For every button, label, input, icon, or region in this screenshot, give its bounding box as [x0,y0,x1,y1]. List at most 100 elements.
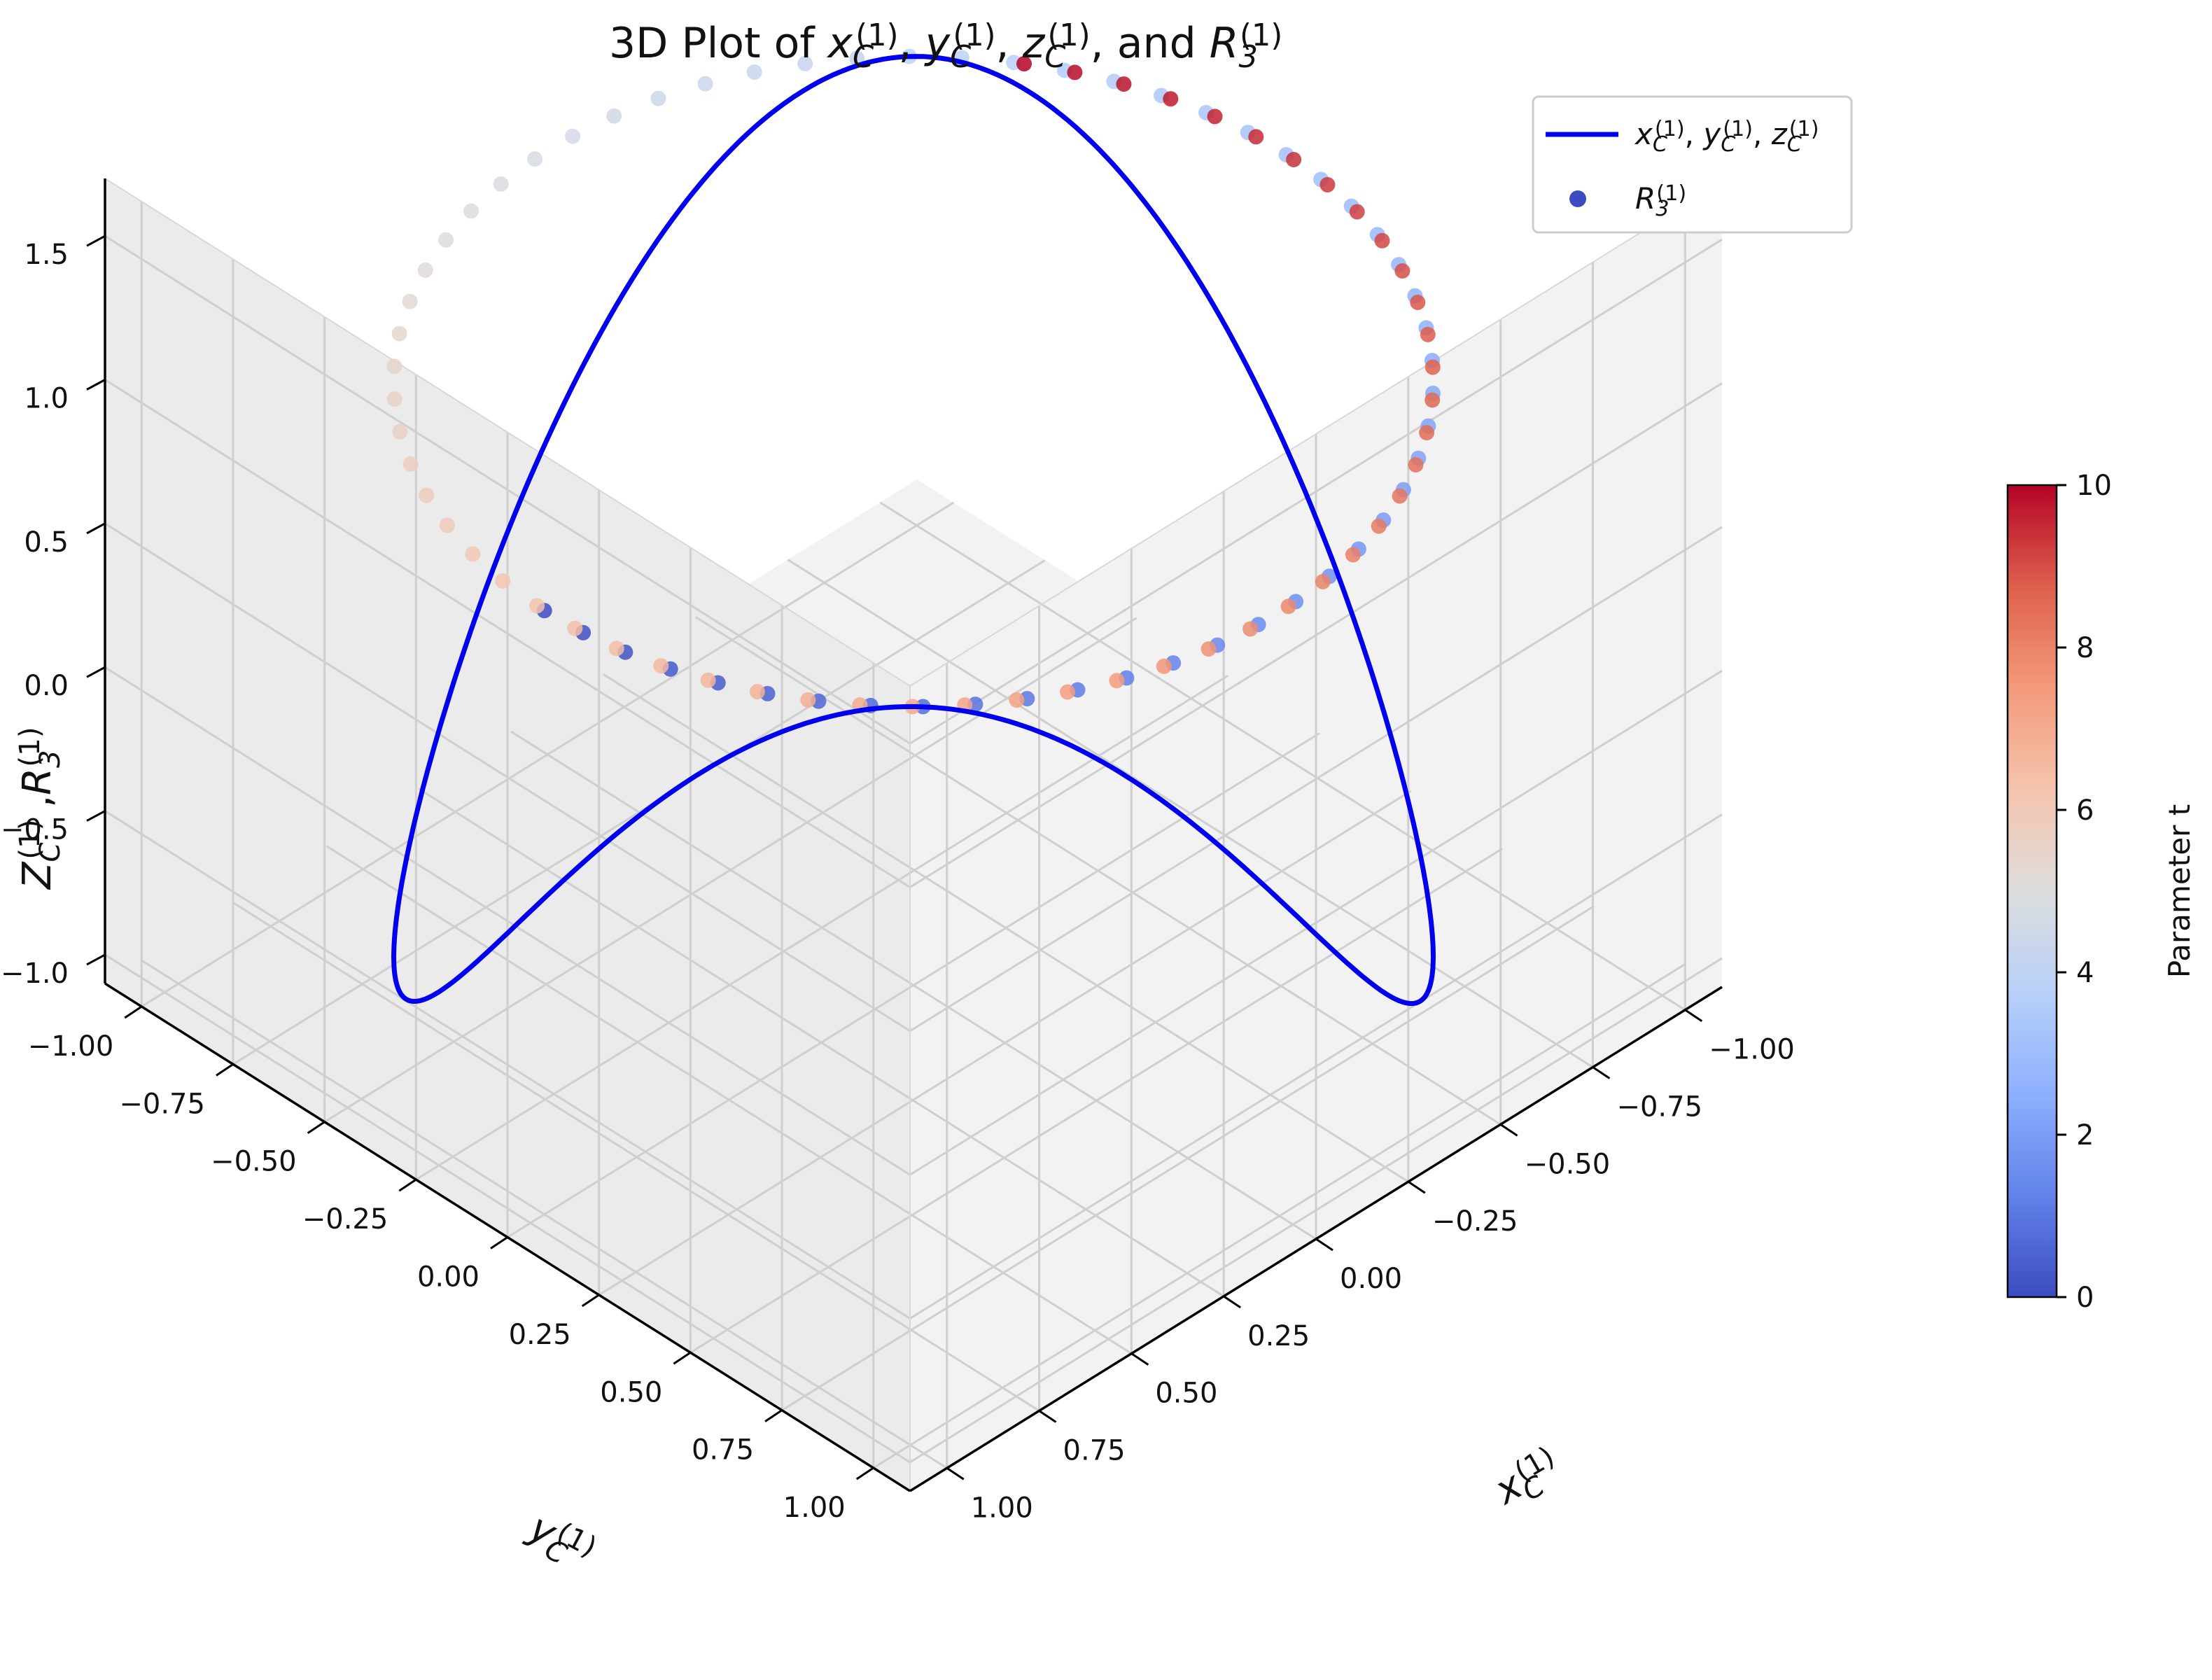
y-tick-label-2: −0.50 [211,1146,297,1178]
r3-point [419,487,435,503]
r3-point [1424,359,1441,375]
r3-point [1410,294,1426,310]
r3-point [402,456,419,472]
y-tick-mark-1 [216,1063,234,1077]
z-tick-label-3: 0.5 [24,526,69,559]
r3-point [438,232,454,248]
r3-point [1374,232,1390,248]
r3-point [1424,392,1441,408]
data-marks [386,48,1441,1007]
chart-title-group: 3D Plot of xC(1), yC(1), zC(1), and R3(1… [609,18,1282,75]
grid-wall-left-z-1 [104,810,911,1320]
grid-floor-y-5 [598,790,1412,1296]
z-tick-label-5: 1.5 [24,239,69,271]
pane-edge-0 [104,178,911,687]
r3-point [529,598,545,614]
z-tick-label-0: −1.0 [1,958,69,990]
z-label-r-sub: 3 [34,750,66,768]
r3-point [1163,91,1179,107]
z-tick-label-2: 0.0 [24,670,69,702]
x-tick-label-8: 1.00 [971,1492,1033,1524]
r3-point [1200,641,1217,657]
x-tick-label-7: 0.75 [1063,1434,1126,1466]
title-z-sub: C [1044,40,1065,75]
axis-panes [105,178,1722,1491]
r3-point [749,684,765,700]
colorbar-label: Parameter t [2162,804,2197,978]
r3-point [1349,204,1365,220]
title-x-sup: (1) [855,18,898,53]
legend-x-sup: (1) [1655,117,1685,141]
r3-point [700,672,716,688]
r3-point [1286,152,1302,167]
r3-point [797,55,813,71]
r3-point [527,151,543,167]
colorbar: 0 2 4 6 8 10 Parameter t [2006,470,2197,1314]
legend-sep-1: , [1685,117,1704,151]
x-tick-mark-4 [1315,1238,1334,1252]
z-tick-mark-2 [86,666,106,678]
r3-point [565,128,581,144]
title-r-sup: (1) [1240,18,1282,53]
y-tick-mark-3 [398,1178,417,1192]
x-tick-mark-7 [1038,1410,1057,1423]
x-tick-label-3: −0.25 [1432,1205,1518,1238]
y-tick-label-8: 1.00 [783,1492,846,1524]
z-label-r-main: R [15,768,60,795]
z-label-z-sub: C [34,842,66,862]
r3-point [1394,263,1410,279]
legend-label-0: xC(1), yC(1), zC(1) [1634,117,1819,157]
title-r-sub: 3 [1238,40,1257,75]
y-tick-label-3: −0.25 [302,1203,388,1236]
legend-y-main: y [1702,117,1721,151]
y-tick-mark-6 [673,1352,692,1365]
colorbar-tick-label-4: 8 [2076,632,2094,664]
r3-point [463,203,479,219]
legend-z-sup: (1) [1789,117,1819,141]
r3-point [1392,488,1408,504]
r3-point [1419,425,1435,441]
x-tick-label-1: −0.75 [1616,1091,1702,1124]
r3-point [386,391,402,407]
title-sep-2: , [996,19,1023,68]
legend-sep-2: , [1753,117,1772,151]
grid-floor-y-3 [415,674,1229,1181]
legend-x-main: x [1634,117,1653,151]
r3-point [1207,108,1223,125]
r3-point [495,573,511,589]
grid-floor-y-8 [872,962,1686,1469]
r3-point [653,658,669,674]
title-z-main: z [1022,19,1046,68]
grid-floor-y-2 [323,617,1138,1124]
r3-point [391,326,407,342]
y-tick-mark-0 [124,1005,143,1019]
legend-x-sub: C [1653,132,1667,157]
r3-point [608,640,624,657]
y-tick-label-7: 0.75 [692,1434,754,1466]
legend-r-main: R [1635,181,1656,216]
legend-label-1: R3(1) [1635,181,1686,221]
grid-wall-right-z-3 [909,526,1723,1032]
r3-point [402,293,418,309]
r3-point [1371,518,1387,534]
grid-wall-left-z-4 [104,379,911,888]
r3-point [417,262,433,278]
title-x-main: x [827,19,853,68]
r3-point [1345,547,1361,563]
title-y-sub: C [950,40,971,75]
legend: xC(1), yC(1), zC(1) R3(1) [1532,95,1853,234]
r3-point [1109,673,1125,689]
y-axis-label: yC(1) [518,1503,603,1581]
r3-point [1060,684,1075,700]
x-tick-label-4: 0.00 [1340,1263,1402,1295]
colorbar-tick-label-0: 0 [2076,1282,2094,1314]
grid-wall-right-z-5 [909,238,1723,745]
legend-y-sub: C [1721,132,1735,157]
legend-y-sup: (1) [1723,117,1753,141]
r3-point [465,546,481,562]
y-tick-mark-4 [490,1236,508,1250]
grid-floor-y-6 [690,847,1504,1354]
legend-z-sub: C [1787,132,1802,157]
z-label-z-sup: (1) [13,820,46,860]
